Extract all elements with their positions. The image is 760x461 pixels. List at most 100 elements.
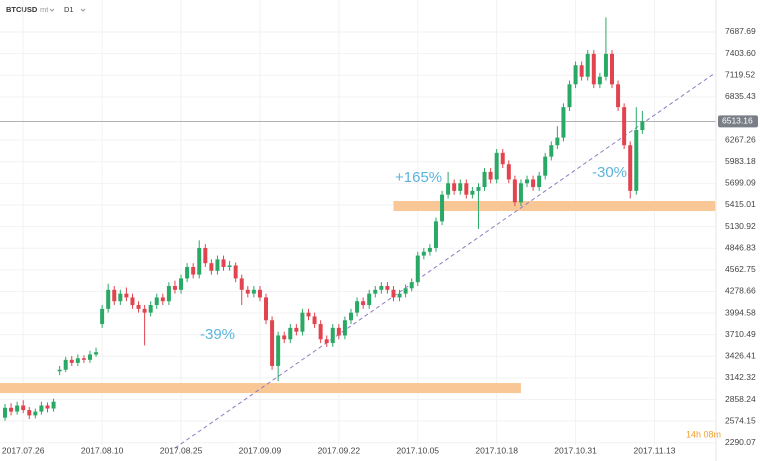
candle-body bbox=[264, 297, 269, 321]
timeframe[interactable]: D1 bbox=[64, 5, 74, 14]
candle-body bbox=[318, 324, 323, 340]
x-tick-label: 2017.09.09 bbox=[239, 445, 282, 455]
candle-body bbox=[567, 84, 572, 108]
candle-body bbox=[446, 183, 451, 195]
candle-body bbox=[494, 152, 499, 180]
candle-body bbox=[603, 53, 608, 77]
price-badge-label: 6513.16 bbox=[722, 116, 753, 126]
candle-body bbox=[573, 65, 578, 85]
candle-body bbox=[124, 293, 129, 298]
candle-body bbox=[306, 312, 311, 317]
candle-body bbox=[106, 289, 111, 309]
candle-body bbox=[179, 278, 184, 290]
candle-body bbox=[591, 53, 596, 85]
candle-body bbox=[81, 358, 86, 360]
candle-body bbox=[385, 286, 390, 290]
candle-body bbox=[45, 405, 50, 409]
candle-body bbox=[100, 308, 105, 325]
candle-body bbox=[361, 301, 366, 306]
candle-body bbox=[94, 352, 99, 355]
y-tick-label: 3710.49 bbox=[725, 329, 756, 339]
candle-body bbox=[63, 359, 68, 370]
source[interactable]: mt bbox=[40, 5, 49, 14]
candle-body bbox=[640, 121, 645, 130]
candle-body bbox=[87, 354, 92, 360]
candle-body bbox=[616, 84, 621, 108]
y-tick-label: 2574.15 bbox=[725, 415, 756, 425]
candle-body bbox=[464, 183, 469, 195]
candle-body bbox=[403, 288, 408, 294]
candle-body bbox=[209, 263, 214, 271]
candle-body bbox=[415, 255, 420, 283]
candle-body bbox=[367, 293, 372, 306]
candle-body bbox=[421, 251, 426, 256]
y-tick-label: 3994.58 bbox=[725, 307, 756, 317]
candle-body bbox=[549, 145, 554, 157]
candle-body bbox=[160, 297, 165, 302]
timer: 14h 08m bbox=[686, 429, 721, 439]
candle-body bbox=[191, 266, 196, 275]
candle-body bbox=[142, 308, 147, 313]
symbol: BTCUSD bbox=[6, 5, 38, 14]
y-tick-label: 4846.83 bbox=[725, 242, 756, 252]
x-tick-label: 2017.10.05 bbox=[396, 445, 439, 455]
candle-body bbox=[148, 305, 153, 313]
candle-body bbox=[336, 327, 341, 336]
candle-body bbox=[233, 265, 238, 279]
candle-body bbox=[506, 164, 511, 180]
candle-body bbox=[610, 53, 614, 85]
candle-body bbox=[27, 410, 32, 416]
x-tick-label: 2017.07.26 bbox=[2, 445, 45, 455]
candle-body bbox=[628, 145, 633, 191]
chevron[interactable] bbox=[49, 8, 55, 12]
candle-body bbox=[21, 405, 26, 411]
candle-body bbox=[154, 297, 159, 306]
candle-body bbox=[531, 179, 536, 188]
y-tick-label: 7403.60 bbox=[725, 48, 756, 58]
candle-body bbox=[585, 53, 590, 77]
y-tick-label: 4562.75 bbox=[725, 264, 756, 274]
candle-body bbox=[288, 327, 293, 340]
candle-body bbox=[227, 265, 232, 267]
candle-body bbox=[409, 282, 414, 289]
candle-body bbox=[282, 335, 287, 340]
candle-body bbox=[69, 359, 74, 363]
candle-body bbox=[75, 358, 80, 363]
candle-body bbox=[251, 289, 256, 294]
candle-body bbox=[543, 156, 548, 176]
candle-body bbox=[130, 297, 135, 306]
candle-body bbox=[470, 190, 475, 195]
annotation: +165% bbox=[395, 169, 442, 186]
candle-body bbox=[397, 293, 402, 298]
candle-body bbox=[239, 278, 244, 290]
candle-body bbox=[561, 107, 566, 138]
annotation: -39% bbox=[200, 326, 235, 343]
candle-body bbox=[440, 194, 445, 222]
candle-body bbox=[476, 187, 481, 191]
candle-body bbox=[518, 183, 523, 203]
y-tick-label: 4278.66 bbox=[725, 286, 756, 296]
candle-body bbox=[257, 289, 262, 298]
candle-body bbox=[500, 152, 505, 165]
x-tick-label: 2017.10.18 bbox=[475, 445, 518, 455]
chevron[interactable] bbox=[80, 8, 86, 12]
zone bbox=[0, 383, 521, 394]
x-tick-label: 2017.09.22 bbox=[318, 445, 361, 455]
price-badge bbox=[718, 115, 758, 128]
y-tick-label: 5415.01 bbox=[725, 199, 756, 209]
candle-body bbox=[276, 335, 281, 366]
candle-body bbox=[433, 221, 438, 248]
annotation: -30% bbox=[592, 164, 627, 181]
candle-body bbox=[172, 286, 177, 290]
candle-body bbox=[555, 137, 560, 146]
y-tick-label: 5983.18 bbox=[725, 156, 756, 166]
candle-body bbox=[39, 405, 44, 412]
candle-body bbox=[166, 286, 171, 302]
y-tick-label: 5130.92 bbox=[725, 221, 756, 231]
x-tick-label: 2017.11.13 bbox=[634, 445, 676, 455]
y-tick-label: 2858.24 bbox=[725, 394, 756, 404]
candle-body bbox=[270, 320, 275, 366]
candle-body bbox=[33, 411, 38, 416]
candle-body bbox=[579, 65, 584, 77]
